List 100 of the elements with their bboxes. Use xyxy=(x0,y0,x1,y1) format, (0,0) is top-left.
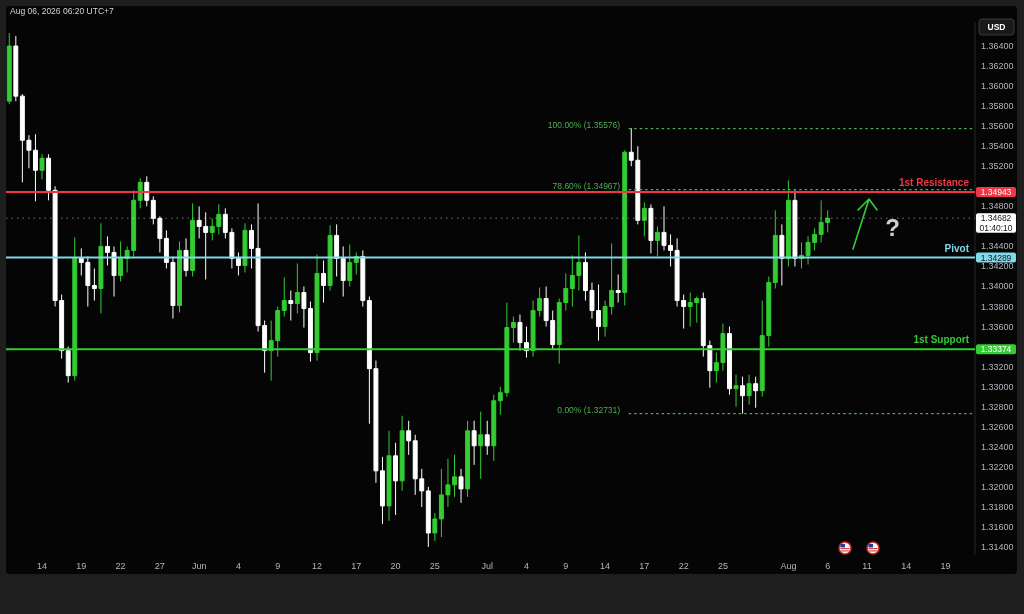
x-tick-label: 4 xyxy=(235,561,241,571)
ref-line-label: 100.00% (1.35576) xyxy=(547,119,621,130)
y-tick-label: 1.33000 xyxy=(981,381,1014,392)
y-tick-label: 1.32000 xyxy=(981,481,1014,492)
candlestick xyxy=(242,222,248,273)
y-tick-label: 1.34400 xyxy=(981,241,1014,252)
y-tick-label: 1.36400 xyxy=(981,41,1014,52)
x-tick-label: 19 xyxy=(940,561,951,571)
candlestick xyxy=(510,316,516,344)
candlestick xyxy=(471,420,477,466)
y-tick-label: 1.35400 xyxy=(981,141,1014,152)
candlestick xyxy=(190,202,196,277)
y-tick-label: 1.36000 xyxy=(981,81,1014,92)
candlestick xyxy=(6,32,12,105)
candlestick xyxy=(465,420,471,498)
candlestick xyxy=(294,262,300,315)
candlestick xyxy=(733,374,739,408)
x-tick-label: 6 xyxy=(825,561,831,571)
y-tick-label: 1.32200 xyxy=(981,461,1014,472)
y-tick-label: 1.35200 xyxy=(981,161,1014,172)
candlestick xyxy=(406,420,412,456)
y-tick-label: 1.32800 xyxy=(981,401,1014,412)
x-tick-label: Aug xyxy=(780,561,797,571)
candlestick xyxy=(183,237,189,277)
y-tick-label: 1.32600 xyxy=(981,421,1014,432)
y-tick-label: 1.34000 xyxy=(981,281,1014,292)
annotation: ? xyxy=(885,213,900,241)
y-tick-label: 1.33200 xyxy=(981,361,1014,372)
candlestick xyxy=(33,133,38,202)
x-tick-label: 4 xyxy=(524,561,530,571)
candlestick xyxy=(425,486,431,548)
y-tick-label: 1.32400 xyxy=(981,441,1014,452)
candlestick xyxy=(484,420,490,456)
x-tick-label: Jul xyxy=(481,561,493,571)
candlestick xyxy=(360,249,366,308)
x-tick-label: 17 xyxy=(351,561,362,571)
candlestick xyxy=(641,201,647,237)
y-tick-label: 1.34943 xyxy=(980,187,1012,198)
candlestick xyxy=(137,177,143,209)
ref-line-label: 0.00% (1.32731) xyxy=(557,404,621,415)
y-tick-label: 1.31600 xyxy=(981,521,1014,532)
y-tick-label: 1.36200 xyxy=(981,61,1014,72)
y-tick-label: 1.31400 xyxy=(981,541,1014,552)
x-tick-label: 25 xyxy=(429,561,440,571)
candlestick xyxy=(654,225,660,257)
candlestick xyxy=(39,153,45,180)
x-tick-label: 27 xyxy=(154,561,165,571)
x-tick-label: 25 xyxy=(717,561,728,571)
y-tick-label: 1.35600 xyxy=(981,121,1014,132)
y-tick-label: 1.34682 xyxy=(980,213,1012,224)
candlestick xyxy=(118,240,124,282)
candlestick xyxy=(432,512,438,542)
x-tick-label: 22 xyxy=(678,561,689,571)
candlestick xyxy=(281,276,287,318)
candlestick xyxy=(235,251,241,276)
x-tick-label: 22 xyxy=(115,561,126,571)
candlestick xyxy=(98,222,104,315)
candlestick xyxy=(321,259,327,304)
ref-line-label: 78.60% (1.34967) xyxy=(552,180,621,191)
y-tick-label: 1.35800 xyxy=(981,101,1014,112)
x-tick-label: 11 xyxy=(862,561,872,571)
candlestick xyxy=(288,290,294,322)
ref-line-label: Pivot xyxy=(944,242,970,254)
x-tick-label: 19 xyxy=(76,561,87,571)
ref-line-label: 1st Support xyxy=(913,334,970,346)
y-tick-label: 1.34289 xyxy=(980,252,1012,263)
candlestick xyxy=(753,376,759,409)
y-tick-label: 1.34200 xyxy=(981,261,1014,272)
candlestick xyxy=(785,179,791,267)
candlestick xyxy=(13,35,19,102)
y-axis-title: USD xyxy=(987,22,1006,32)
candlestick xyxy=(65,346,71,384)
candlestick xyxy=(399,415,405,492)
x-tick-label: 17 xyxy=(639,561,650,571)
x-tick-label: Jun xyxy=(191,561,207,571)
candlestick xyxy=(779,223,785,286)
candlestick xyxy=(327,224,333,291)
candlestick xyxy=(458,468,464,504)
candlestick xyxy=(772,209,778,289)
candlestick xyxy=(622,149,628,307)
x-tick-label: 14 xyxy=(37,561,48,571)
y-tick-label: 1.31800 xyxy=(981,501,1014,512)
candlestick xyxy=(91,267,97,302)
y-tick-label: 1.33374 xyxy=(980,344,1012,355)
candlestick xyxy=(648,203,654,254)
candlestick xyxy=(740,376,746,415)
candlestick xyxy=(393,442,399,516)
candlestick xyxy=(478,411,484,480)
candlestick xyxy=(177,240,182,314)
candlestick xyxy=(386,430,392,522)
x-tick-label: 12 xyxy=(311,561,322,571)
text: Aug 06, 2026 06:20 UTC+7 xyxy=(10,6,114,16)
candlestick xyxy=(792,189,798,267)
candlestick xyxy=(340,245,346,298)
x-tick-label: 14 xyxy=(901,561,912,571)
candlestick xyxy=(491,394,497,462)
y-tick-label: 1.33600 xyxy=(981,321,1014,332)
x-tick-label: 20 xyxy=(390,561,401,571)
candlestick xyxy=(334,223,340,277)
x-tick-label: 9 xyxy=(563,561,569,571)
